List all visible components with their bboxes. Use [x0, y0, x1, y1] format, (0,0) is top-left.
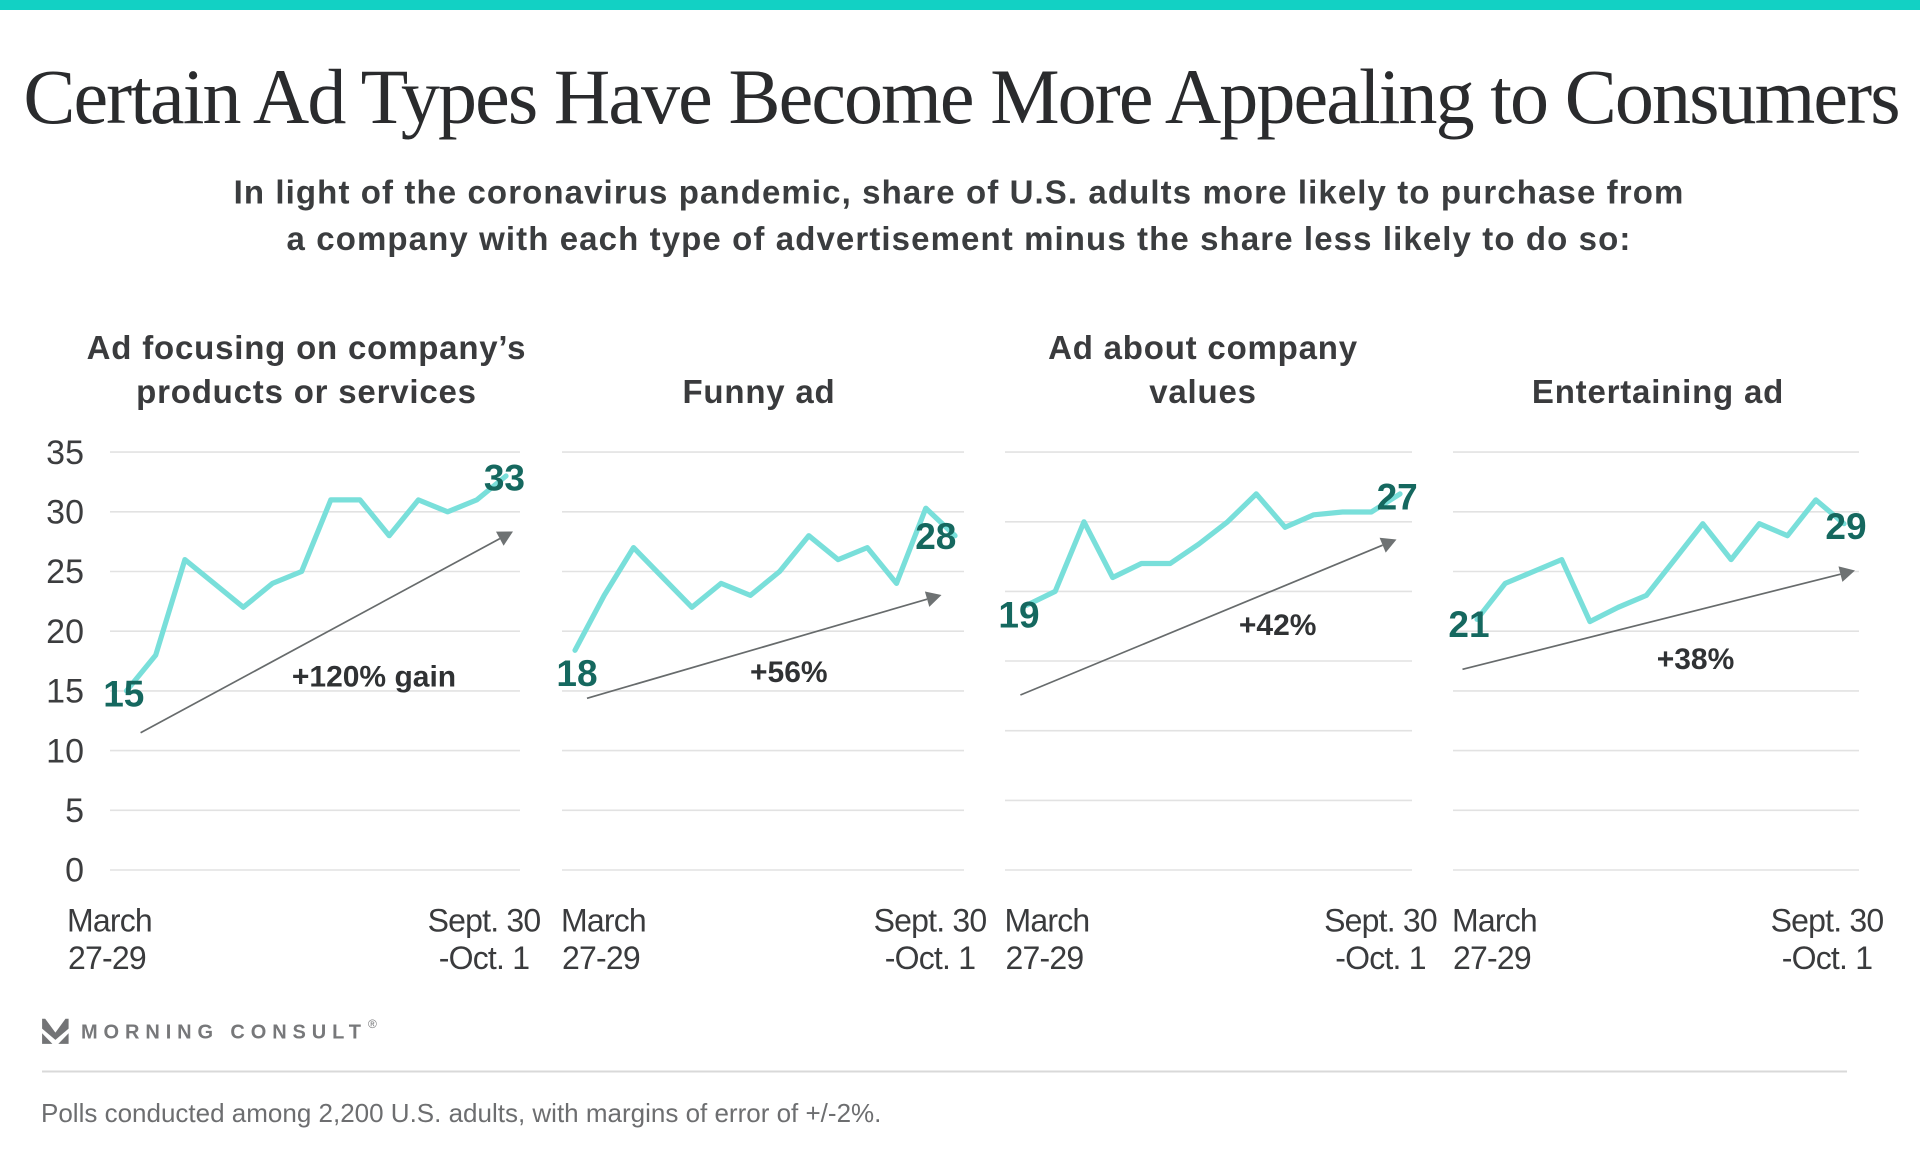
svg-text:27-29: 27-29	[1453, 940, 1531, 976]
svg-text:-Oct. 1: -Oct. 1	[1335, 940, 1425, 976]
svg-text:15: 15	[46, 673, 84, 711]
svg-text:March: March	[1005, 903, 1090, 939]
svg-text:March: March	[67, 903, 152, 939]
svg-text:In light of the coronavirus pa: In light of the coronavirus pandemic, sh…	[234, 173, 1685, 210]
svg-text:+38%: +38%	[1657, 643, 1735, 676]
svg-text:27-29: 27-29	[68, 940, 146, 976]
svg-text:27-29: 27-29	[1006, 940, 1084, 976]
svg-text:Certain Ad Types Have Become M: Certain Ad Types Have Become More Appeal…	[23, 53, 1898, 140]
svg-text:19: 19	[998, 595, 1039, 636]
svg-text:15: 15	[103, 673, 144, 714]
svg-text:Polls conducted among 2,200 U.: Polls conducted among 2,200 U.S. adults,…	[41, 1098, 881, 1128]
svg-text:Sept. 30: Sept. 30	[1324, 903, 1437, 939]
svg-text:a company with each type of ad: a company with each type of advertisemen…	[287, 220, 1632, 257]
svg-text:Sept. 30: Sept. 30	[874, 903, 987, 939]
svg-text:MORNING CONSULT: MORNING CONSULT	[81, 1022, 367, 1044]
svg-text:0: 0	[65, 852, 84, 890]
svg-text:35: 35	[46, 434, 84, 472]
svg-text:March: March	[1452, 903, 1537, 939]
svg-text:Sept. 30: Sept. 30	[1771, 903, 1884, 939]
svg-text:5: 5	[65, 792, 84, 830]
svg-text:28: 28	[915, 516, 956, 557]
svg-text:33: 33	[484, 458, 525, 499]
svg-text:-Oct. 1: -Oct. 1	[885, 940, 975, 976]
svg-text:21: 21	[1448, 604, 1489, 645]
svg-text:25: 25	[46, 553, 84, 591]
svg-text:Sept. 30: Sept. 30	[428, 903, 541, 939]
svg-text:20: 20	[46, 613, 84, 651]
svg-text:-Oct. 1: -Oct. 1	[439, 940, 529, 976]
svg-text:27: 27	[1377, 477, 1418, 518]
svg-text:29: 29	[1825, 506, 1866, 547]
svg-text:+120% gain: +120% gain	[292, 660, 456, 693]
svg-text:30: 30	[46, 494, 84, 532]
svg-text:10: 10	[46, 732, 84, 770]
svg-text:March: March	[561, 903, 646, 939]
svg-text:27-29: 27-29	[562, 940, 640, 976]
svg-text:®: ®	[368, 1017, 377, 1031]
svg-text:+56%: +56%	[750, 656, 828, 689]
svg-text:18: 18	[556, 653, 597, 694]
svg-text:-Oct. 1: -Oct. 1	[1782, 940, 1872, 976]
svg-text:+42%: +42%	[1239, 609, 1317, 642]
